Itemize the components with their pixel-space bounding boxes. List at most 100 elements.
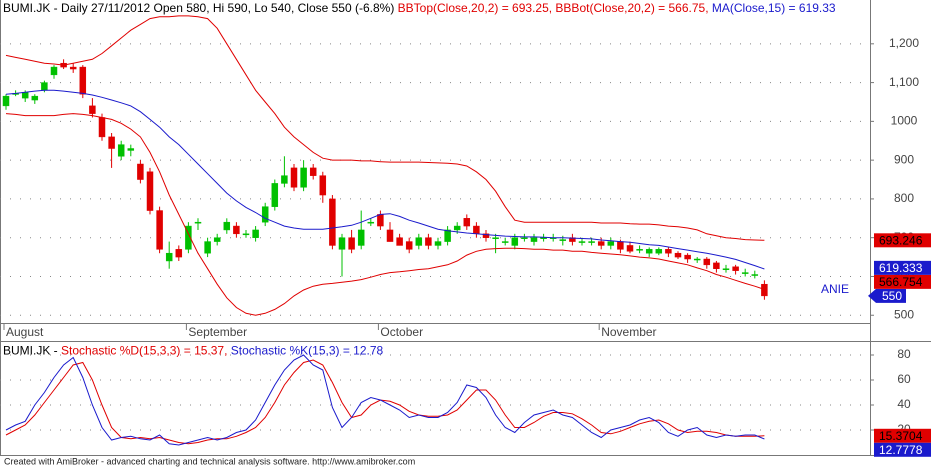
candle-body — [127, 148, 135, 151]
value-box — [874, 428, 931, 443]
value-box — [874, 233, 931, 248]
candle-body — [425, 237, 432, 246]
panel-title: BUMI.JK - Daily 27/11/2012 Open 580, Hi … — [3, 1, 836, 15]
candle-body — [300, 167, 307, 188]
candle-body — [386, 229, 394, 242]
candle-body — [655, 249, 663, 254]
candle-body — [21, 92, 29, 99]
candle-body — [482, 233, 490, 238]
close-marker — [868, 288, 906, 303]
value-box — [874, 260, 931, 275]
candle-body — [732, 266, 739, 271]
title-part: Stochastic %D(15,3,3) = 15.37, — [61, 344, 227, 358]
candle-body — [79, 66, 87, 95]
candle-body — [367, 221, 375, 224]
candle-body — [722, 268, 730, 270]
value-box-label: 15.3704 — [879, 429, 923, 443]
candle-body — [444, 229, 451, 242]
candle-body — [41, 82, 48, 91]
candle-body — [31, 95, 39, 101]
candle-body — [290, 167, 298, 188]
candle-body — [645, 249, 653, 254]
candle-body — [751, 274, 759, 276]
y-tick-label: 60 — [897, 372, 911, 386]
series-line — [5, 89, 765, 270]
candle-body — [530, 237, 538, 242]
candle-body — [357, 229, 365, 246]
candle-body — [405, 241, 413, 250]
candle-body — [463, 218, 471, 227]
candle-body — [261, 206, 269, 223]
candle-body — [713, 262, 720, 269]
y-tick-label: 80 — [897, 347, 911, 361]
candle-body — [674, 252, 682, 258]
candle-body — [117, 144, 125, 157]
candle-body — [741, 272, 749, 274]
candle-body — [309, 167, 317, 176]
y-tick-label: 1,100 — [889, 75, 919, 89]
candle-body — [473, 225, 480, 235]
value-box-label: 566.754 — [879, 275, 923, 289]
y-tick-label: 40 — [897, 397, 911, 411]
candle-body — [213, 237, 221, 242]
candle-body — [617, 241, 624, 250]
candle-body — [703, 258, 711, 266]
candle-body — [271, 183, 279, 207]
candle-body — [453, 225, 461, 231]
candle-body — [194, 221, 202, 224]
candle-body — [434, 241, 442, 246]
candle-body — [415, 237, 423, 246]
candle-body — [185, 225, 192, 250]
value-box-label: 693.246 — [879, 233, 923, 247]
candle-body — [252, 229, 259, 238]
candle-body — [588, 241, 595, 243]
candle-body — [204, 241, 211, 254]
x-tick-label: October — [380, 325, 423, 339]
candle-body — [492, 237, 499, 239]
candle-body — [156, 210, 163, 250]
candle-body — [137, 163, 144, 180]
candle-body — [511, 237, 519, 246]
y-tick-label: 1000 — [891, 114, 918, 128]
value-box — [874, 274, 931, 289]
y-tick-label: 500 — [894, 307, 914, 321]
footer: Created with AmiBroker - advanced charti… — [4, 456, 415, 466]
candle-body — [329, 198, 336, 246]
series-line — [5, 113, 765, 316]
annotation: ANIE — [821, 282, 849, 296]
x-tick-label: August — [6, 325, 44, 339]
candle-body — [175, 249, 183, 258]
candle-body — [338, 237, 346, 250]
title-part: BBTop(Close,20,2) = 693.25, — [394, 1, 552, 15]
y-tick-label: 800 — [894, 191, 914, 205]
title-part: MA(Close,15) = 619.33 — [709, 1, 836, 15]
series-line — [5, 359, 765, 445]
candle-body — [165, 252, 173, 262]
candle-body — [761, 283, 768, 297]
candle-body — [578, 241, 586, 243]
candle-body — [89, 105, 96, 114]
candle-body — [521, 237, 528, 239]
candle-body — [50, 66, 58, 76]
candle-body — [146, 171, 154, 211]
candle-body — [607, 241, 615, 246]
panel-title: BUMI.JK - Stochastic %D(15,3,3) = 15.37,… — [3, 344, 384, 358]
x-tick-label: September — [188, 325, 247, 339]
y-tick-label: 1,200 — [889, 36, 919, 50]
candle-body — [242, 233, 250, 236]
value-box-label: 619.333 — [879, 261, 923, 275]
candle-body — [319, 175, 327, 196]
candle-body — [348, 237, 355, 250]
candle-body — [636, 249, 643, 251]
candle-body — [559, 239, 567, 241]
candle-body — [501, 241, 509, 243]
candle-body — [377, 214, 384, 227]
title-part: Stochastic %K(15,3) = 12.78 — [227, 344, 383, 358]
candle-body — [396, 237, 403, 246]
y-tick-label: 900 — [894, 152, 914, 166]
close-label: 550 — [882, 289, 902, 303]
title-part: BBBot(Close,20,2) = 566.75, — [552, 1, 708, 15]
candle-body — [223, 221, 231, 231]
